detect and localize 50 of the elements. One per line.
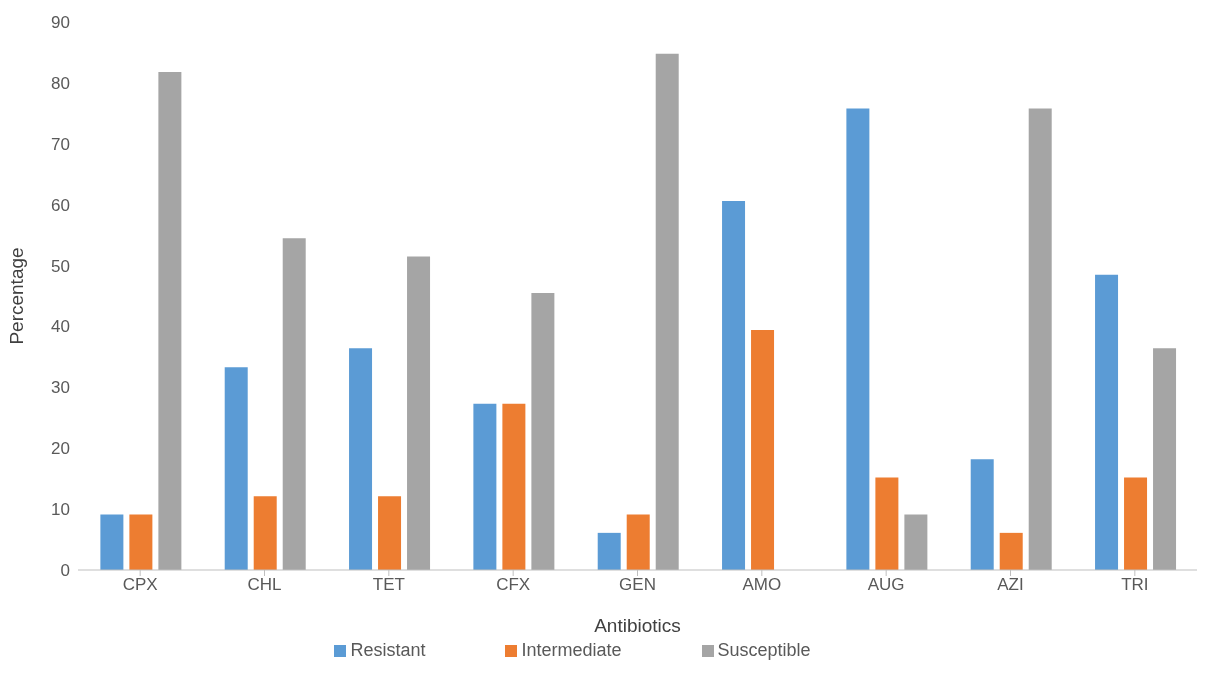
x-tick-label: TRI bbox=[1121, 575, 1149, 595]
y-tick-label: 30 bbox=[51, 378, 70, 398]
y-tick-label: 90 bbox=[51, 13, 70, 33]
bar bbox=[597, 532, 621, 570]
bar bbox=[970, 459, 994, 570]
bar bbox=[875, 477, 899, 570]
y-tick-label: 20 bbox=[51, 439, 70, 459]
bar bbox=[378, 496, 402, 570]
bar bbox=[407, 256, 431, 570]
x-tick-label: CFX bbox=[496, 575, 531, 595]
bar bbox=[999, 532, 1023, 570]
x-tick-label: AZI bbox=[997, 575, 1024, 595]
bar bbox=[282, 238, 306, 570]
y-tick-label: 40 bbox=[51, 317, 70, 337]
y-tick-label: 50 bbox=[51, 256, 70, 276]
y-tick-label: 10 bbox=[51, 500, 70, 520]
bar bbox=[1028, 108, 1052, 570]
bar bbox=[502, 403, 526, 570]
bar bbox=[1153, 348, 1177, 570]
bar bbox=[473, 403, 497, 570]
x-tick-label: CPX bbox=[122, 575, 158, 595]
bar bbox=[751, 330, 775, 570]
bar bbox=[129, 514, 153, 570]
bar bbox=[904, 514, 928, 570]
bar bbox=[531, 292, 555, 570]
bar bbox=[158, 71, 182, 570]
x-tick-label: TET bbox=[372, 575, 405, 595]
bar bbox=[100, 514, 124, 570]
y-tick-label: 80 bbox=[51, 73, 70, 93]
legend-label: Resistant bbox=[350, 640, 426, 660]
bar bbox=[626, 514, 650, 570]
y-tick-label: 60 bbox=[51, 195, 70, 215]
bar bbox=[349, 348, 373, 570]
x-tick-label: GEN bbox=[619, 575, 656, 595]
x-tick-label: AMO bbox=[742, 575, 782, 595]
bar bbox=[1095, 274, 1119, 570]
legend-label: Intermediate bbox=[521, 640, 622, 660]
bar bbox=[1124, 477, 1148, 570]
x-axis-title: Antibiotics bbox=[594, 615, 681, 636]
y-tick-label: 0 bbox=[60, 561, 70, 581]
x-tick-label: AUG bbox=[867, 575, 905, 595]
bar bbox=[722, 201, 746, 570]
x-tick-label: CHL bbox=[247, 575, 282, 595]
bar bbox=[224, 367, 248, 570]
y-axis-title: Percentage bbox=[5, 247, 27, 345]
bar bbox=[253, 496, 277, 570]
bar bbox=[846, 108, 870, 570]
bar bbox=[655, 53, 679, 570]
legend-label: Susceptible bbox=[717, 640, 811, 660]
y-tick-label: 70 bbox=[51, 134, 70, 154]
